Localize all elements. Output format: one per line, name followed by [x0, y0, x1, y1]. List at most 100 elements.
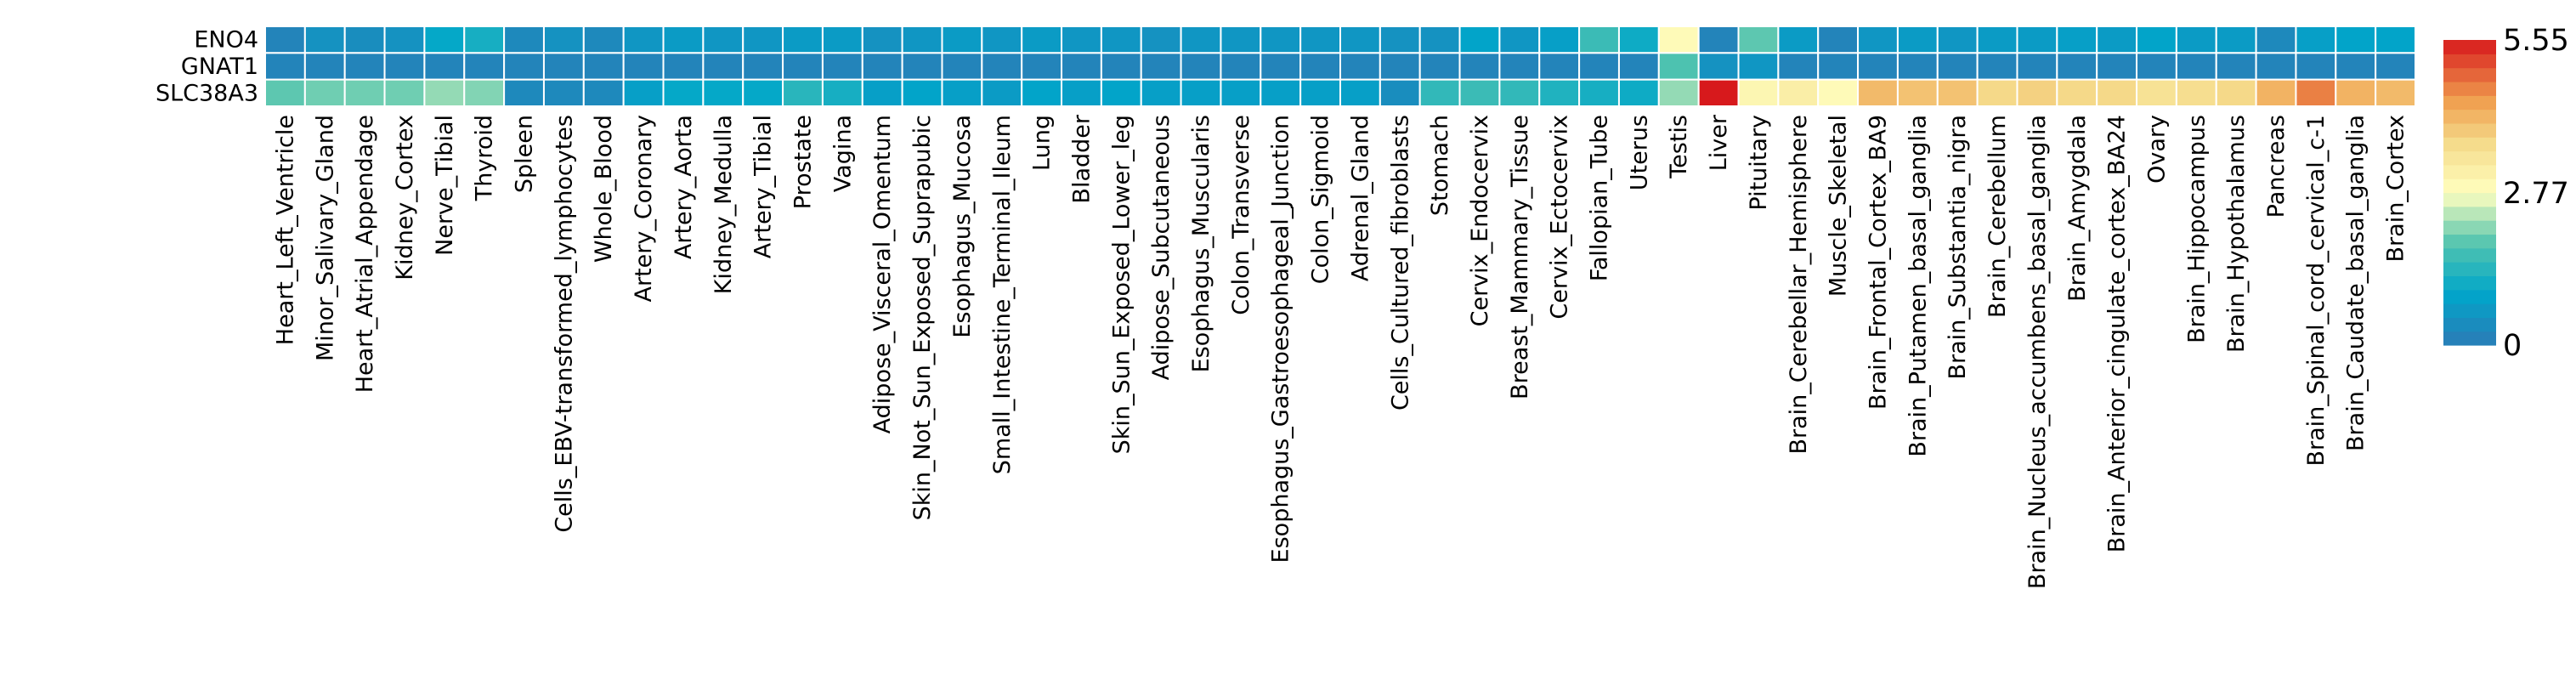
row-label: GNAT1 — [181, 54, 258, 80]
column-label: Adrenal_Gland — [1347, 115, 1373, 281]
heatmap-cell — [2096, 25, 2138, 54]
heatmap-cell — [821, 52, 863, 81]
heatmap-cell — [1061, 78, 1102, 107]
column-label: Stomach — [1427, 115, 1453, 216]
column-label: Breast_Mammary_Tissue — [1507, 115, 1533, 399]
heatmap-cell — [1498, 52, 1541, 81]
heatmap-cell — [1578, 52, 1620, 81]
colorbar-segment — [2443, 289, 2496, 304]
column-label: Brain_Anterior_cingulate_cortex_BA24 — [2104, 115, 2131, 552]
heatmap-cell — [2136, 78, 2177, 107]
heatmap-cell — [941, 78, 983, 107]
heatmap-cell — [303, 78, 346, 107]
heatmap-cell — [1697, 78, 1740, 107]
colorbar-segment — [2443, 150, 2496, 166]
heatmap-cell — [303, 52, 346, 81]
colorbar-segment — [2443, 95, 2496, 110]
heatmap-cell — [1061, 52, 1102, 81]
heatmap-cell — [1021, 78, 1063, 107]
heatmap-cell — [463, 78, 506, 107]
heatmap-cell — [1100, 78, 1142, 107]
heatmap-cell — [343, 52, 386, 81]
heatmap-cell — [782, 52, 824, 81]
column-label: Vagina — [829, 115, 856, 192]
heatmap-cell — [742, 78, 784, 107]
column-label: Colon_Transverse — [1228, 115, 1254, 315]
heatmap-cell — [2375, 25, 2416, 54]
column-label: Skin_Sun_Exposed_Lower_leg — [1108, 115, 1135, 454]
heatmap-cell — [782, 78, 824, 107]
colorbar-segment — [2443, 40, 2496, 54]
heatmap-cell — [1379, 25, 1421, 54]
heatmap-cell — [861, 78, 903, 107]
heatmap-cell — [503, 78, 545, 107]
column-label: Pancreas — [2263, 115, 2290, 218]
heatmap-cell — [2016, 52, 2058, 81]
heatmap-cell — [2335, 52, 2377, 81]
column-label: Small_Intestine_Terminal_Ileum — [989, 115, 1016, 474]
column-label: Heart_Atrial_Appendage — [352, 115, 378, 393]
column-label: Heart_Left_Ventricle — [272, 115, 298, 345]
heatmap-cell — [264, 78, 306, 107]
heatmap-cell — [901, 52, 943, 81]
heatmap-cell — [1180, 78, 1222, 107]
heatmap-cell — [1936, 52, 1979, 81]
heatmap-cell — [423, 78, 466, 107]
heatmap-cell — [2295, 78, 2337, 107]
heatmap-cell — [1936, 78, 1979, 107]
heatmap-cell — [1061, 25, 1102, 54]
heatmap-cell — [1976, 52, 2018, 81]
heatmap-cell — [383, 78, 426, 107]
heatmap-cell — [1260, 52, 1302, 81]
heatmap-cell — [542, 52, 585, 81]
heatmap-cell — [1140, 78, 1182, 107]
heatmap-cell — [901, 25, 943, 54]
heatmap-cell — [1260, 78, 1302, 107]
heatmap-cell — [1617, 78, 1660, 107]
heatmap-cell — [821, 25, 863, 54]
heatmap-cell — [2375, 52, 2416, 81]
column-label: Prostate — [790, 115, 817, 209]
heatmap-cell — [702, 25, 744, 54]
heatmap-cell — [622, 78, 665, 107]
heatmap-cell — [1737, 52, 1780, 81]
column-label: Brain_Cerebellum — [1984, 115, 2011, 318]
heatmap-cell — [503, 52, 545, 81]
heatmap-cell — [2175, 78, 2217, 107]
heatmap-cell — [303, 25, 346, 54]
heatmap-cell — [1021, 25, 1063, 54]
heatmap-cell — [2175, 52, 2217, 81]
heatmap-cell — [1538, 52, 1581, 81]
column-label: Spleen — [512, 115, 538, 193]
heatmap-cell — [343, 25, 386, 54]
heatmap-cell — [1817, 78, 1860, 107]
heatmap-cell — [1260, 25, 1302, 54]
row-label: SLC38A3 — [156, 80, 258, 106]
heatmap-cell — [981, 52, 1023, 81]
column-label: Adipose_Visceral_Omentum — [869, 115, 896, 433]
heatmap-cell — [2255, 25, 2297, 54]
heatmap-cell — [1857, 25, 1899, 54]
column-label: Bladder — [1068, 114, 1095, 203]
heatmap-cell — [1777, 52, 1820, 81]
heatmap-cell — [2016, 78, 2058, 107]
column-label: Brain_Frontal_Cortex_BA9 — [1865, 115, 1892, 410]
colorbar-segment — [2443, 317, 2496, 332]
heatmap-cell — [2335, 78, 2377, 107]
heatmap-cell — [941, 25, 983, 54]
column-label: Brain_Caudate_basal_ganglia — [2343, 115, 2369, 451]
heatmap-cell — [1697, 25, 1740, 54]
heatmap-cell — [662, 78, 705, 107]
heatmap-cell — [1498, 78, 1541, 107]
column-label: Esophagus_Mucosa — [949, 115, 976, 338]
column-label: Brain_Putamen_basal_ganglia — [1905, 115, 1931, 457]
heatmap-cell — [2136, 25, 2177, 54]
heatmap-cell — [2016, 25, 2058, 54]
column-label: Cells_Cultured_fibroblasts — [1387, 115, 1413, 411]
heatmap-cell — [2175, 25, 2217, 54]
column-label: Brain_Cerebellar_Hemisphere — [1786, 115, 1812, 455]
heatmap-cell — [981, 25, 1023, 54]
heatmap-cell — [1379, 78, 1421, 107]
colorbar-segment — [2443, 303, 2496, 318]
